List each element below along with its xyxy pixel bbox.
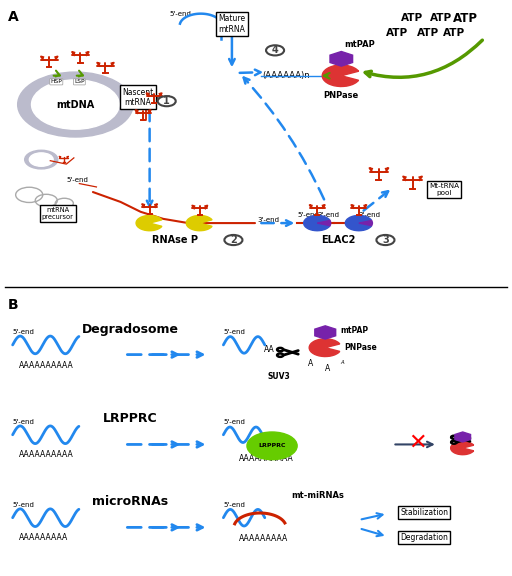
Text: 3: 3	[382, 235, 389, 245]
Circle shape	[247, 432, 297, 460]
Circle shape	[32, 80, 119, 129]
Text: mtPAP: mtPAP	[344, 40, 375, 49]
Text: ATP: ATP	[443, 28, 465, 37]
Polygon shape	[330, 51, 353, 66]
Text: mtDNA: mtDNA	[56, 100, 95, 109]
Text: AA: AA	[264, 346, 274, 354]
Text: RNAse P: RNAse P	[152, 235, 198, 245]
Wedge shape	[451, 441, 474, 454]
Text: ATP: ATP	[417, 28, 439, 37]
Text: AAAAAAAAA: AAAAAAAAA	[19, 533, 69, 543]
Text: $^A$: $^A$	[339, 359, 345, 368]
Text: 5'-end: 5'-end	[13, 419, 34, 425]
Circle shape	[224, 235, 243, 245]
Text: 5'-end: 5'-end	[13, 502, 34, 507]
Text: 2: 2	[230, 235, 237, 245]
Wedge shape	[186, 215, 212, 231]
Circle shape	[29, 153, 53, 166]
Text: A: A	[325, 363, 330, 373]
Text: (AAAAAA)n: (AAAAAA)n	[262, 71, 310, 80]
Circle shape	[158, 96, 176, 106]
Text: HSP: HSP	[50, 79, 62, 84]
Text: 3'-end: 3'-end	[317, 212, 339, 218]
Text: 5'-end: 5'-end	[67, 177, 88, 183]
Text: AAAAAAAAAA: AAAAAAAAAA	[19, 450, 74, 460]
Wedge shape	[345, 215, 372, 231]
Text: ATP: ATP	[430, 13, 452, 24]
Text: A: A	[8, 10, 18, 24]
Text: B: B	[8, 298, 18, 312]
Text: ELAC2: ELAC2	[321, 235, 355, 245]
Text: 3'-end: 3'-end	[257, 217, 279, 223]
Circle shape	[17, 72, 133, 137]
Wedge shape	[309, 339, 340, 357]
Circle shape	[376, 235, 394, 245]
Text: 1: 1	[163, 96, 170, 106]
Wedge shape	[359, 221, 372, 226]
Text: ATP: ATP	[453, 12, 478, 25]
Text: 5'-end: 5'-end	[13, 329, 34, 335]
Text: PNPase: PNPase	[324, 91, 359, 100]
Text: AAAAAAAAAA: AAAAAAAAAA	[239, 454, 293, 463]
Text: 5'-end: 5'-end	[223, 419, 245, 425]
Text: Degradosome: Degradosome	[82, 323, 179, 336]
Text: 4: 4	[272, 46, 279, 55]
Wedge shape	[317, 221, 331, 226]
Text: 3'-end: 3'-end	[148, 95, 170, 101]
Text: 5'-end: 5'-end	[169, 10, 191, 17]
Text: LRPPRC: LRPPRC	[259, 444, 286, 448]
Wedge shape	[322, 65, 358, 86]
Text: mt-miRNAs: mt-miRNAs	[291, 491, 344, 499]
Text: SUV3: SUV3	[267, 372, 290, 381]
Text: 5'-end: 5'-end	[297, 212, 319, 218]
Text: 5'-end: 5'-end	[223, 329, 245, 335]
Circle shape	[25, 150, 58, 169]
Text: LSP: LSP	[74, 79, 84, 84]
Wedge shape	[136, 215, 162, 231]
Text: PNPase: PNPase	[344, 343, 376, 352]
Text: LRPPRC: LRPPRC	[103, 412, 158, 425]
Polygon shape	[315, 326, 336, 339]
Text: AAAAAAAAA: AAAAAAAAA	[239, 534, 288, 543]
Text: 3'-end: 3'-end	[359, 212, 381, 218]
Text: A: A	[308, 359, 313, 368]
Text: mtRNA
precursor: mtRNA precursor	[42, 207, 74, 219]
Text: ATP: ATP	[387, 28, 409, 37]
Text: Stabilization: Stabilization	[400, 508, 448, 517]
Text: ATP: ATP	[400, 13, 422, 24]
Wedge shape	[304, 215, 330, 231]
Circle shape	[266, 46, 284, 55]
Text: 5'-end: 5'-end	[223, 502, 245, 507]
Text: Mt-tRNA
pool: Mt-tRNA pool	[429, 183, 459, 196]
Text: microRNAs: microRNAs	[93, 495, 168, 508]
Polygon shape	[455, 432, 471, 442]
Text: Mature
mtRNA: Mature mtRNA	[218, 14, 245, 34]
Text: ✕: ✕	[408, 433, 427, 453]
Text: mtPAP: mtPAP	[340, 326, 369, 335]
Text: Nascent
mtRNA: Nascent mtRNA	[122, 88, 154, 107]
Text: Degradation: Degradation	[400, 533, 448, 542]
Text: AAAAAAAAAA: AAAAAAAAAA	[19, 361, 74, 370]
